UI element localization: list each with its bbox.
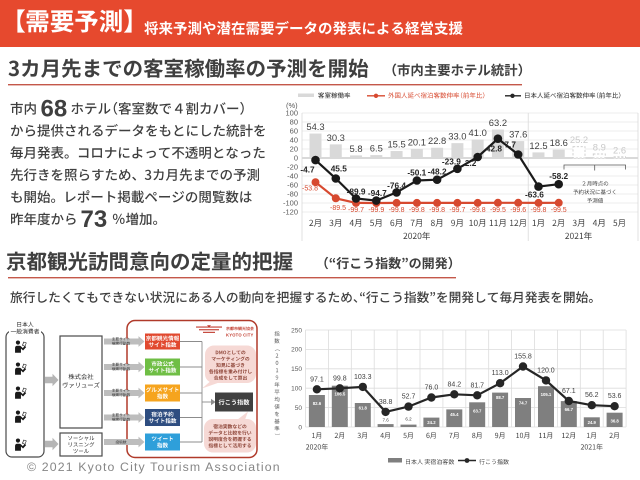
svg-text:45.4: 45.4 [450,412,459,417]
svg-text:-99.8: -99.8 [409,207,425,214]
svg-text:37.6: 37.6 [509,129,527,140]
svg-text:97.1: 97.1 [310,376,324,383]
svg-text:60: 60 [290,127,298,136]
svg-text:30.3: 30.3 [327,132,345,143]
svg-text:45.5: 45.5 [331,163,348,173]
svg-text:63.2: 63.2 [489,117,507,128]
svg-text:-4.7: -4.7 [300,165,315,175]
svg-text:-80: -80 [287,190,298,199]
svg-text:-60: -60 [287,181,298,190]
svg-text:-63.6: -63.6 [525,190,544,200]
svg-text:74.7: 74.7 [519,401,528,406]
svg-text:-99.7: -99.7 [348,207,364,214]
svg-text:KYOTO CITY: KYOTO CITY [226,333,254,338]
svg-text:20: 20 [290,145,298,154]
svg-text:53.6: 53.6 [608,393,622,400]
svg-text:0: 0 [294,154,298,163]
svg-text:66.7: 66.7 [565,407,574,412]
svg-text:-48.2: -48.2 [428,167,447,177]
svg-text:© 2021 Kyoto City Tourism Asso: © 2021 Kyoto City Tourism Association [27,460,281,474]
svg-text:(%): (%) [286,101,298,110]
svg-text:-100: -100 [283,199,298,208]
svg-text:-20: -20 [287,163,298,172]
svg-text:56.2: 56.2 [585,392,599,399]
svg-text:52.7: 52.7 [402,394,416,401]
svg-text:-23.9: -23.9 [442,156,461,166]
svg-text:54.3: 54.3 [306,121,324,132]
svg-text:0: 0 [298,424,302,431]
svg-text:81.7: 81.7 [470,382,484,389]
svg-text:-89.5: -89.5 [330,205,346,212]
svg-text:-94.7: -94.7 [368,188,387,198]
svg-text:41.0: 41.0 [469,127,487,138]
svg-text:6.5: 6.5 [370,143,383,154]
svg-text:38.8: 38.8 [379,399,393,406]
svg-text:105.1: 105.1 [541,392,552,397]
svg-text:100: 100 [291,386,302,393]
svg-text:76.0: 76.0 [425,385,439,392]
svg-text:73: 73 [81,206,108,233]
svg-text:6.2: 6.2 [405,417,412,422]
svg-text:18.6: 18.6 [550,137,568,148]
svg-text:-99.7: -99.7 [449,207,465,214]
svg-text:24.9: 24.9 [588,420,597,425]
svg-text:88.7: 88.7 [496,395,505,400]
svg-text:36.8: 36.8 [610,419,619,424]
svg-text:68: 68 [41,96,68,123]
svg-text:-40: -40 [287,172,298,181]
svg-text:-76.4: -76.4 [387,180,406,190]
svg-text:106.5: 106.5 [334,392,345,397]
svg-text:50: 50 [295,405,303,412]
svg-text:2.6: 2.6 [613,144,626,155]
svg-text:99.8: 99.8 [333,375,347,382]
svg-text:63.7: 63.7 [473,408,482,413]
svg-text:103.3: 103.3 [354,374,372,381]
svg-text:8.9: 8.9 [593,141,606,152]
svg-text:-99.5: -99.5 [490,207,506,214]
svg-text:7.6: 7.6 [383,418,390,423]
svg-text:155.8: 155.8 [514,354,532,361]
svg-text:80: 80 [290,118,298,127]
svg-text:250: 250 [291,327,302,334]
svg-text:-99.9: -99.9 [368,207,384,214]
svg-text:5.8: 5.8 [350,143,363,154]
svg-text:40: 40 [290,136,298,145]
svg-text:7.7: 7.7 [504,140,516,150]
svg-text:-99.8: -99.8 [530,207,546,214]
svg-text:-53.8: -53.8 [302,186,318,193]
svg-text:-99.5: -99.5 [551,207,567,214]
svg-text:120.0: 120.0 [537,367,555,374]
svg-text:24.2: 24.2 [427,420,436,425]
svg-text:150: 150 [291,366,302,373]
svg-text:20.1: 20.1 [408,136,426,147]
svg-text:-120: -120 [283,208,298,217]
svg-text:-99.8: -99.8 [429,207,445,214]
svg-text:-50.1: -50.1 [407,168,426,178]
svg-text:25.2: 25.2 [570,134,588,145]
svg-text:100: 100 [285,109,298,118]
svg-text:67.1: 67.1 [562,388,576,395]
svg-text:12.5: 12.5 [529,140,547,151]
svg-text:-58.2: -58.2 [549,171,568,181]
svg-text:42.8: 42.8 [486,144,503,154]
svg-text:113.0: 113.0 [492,370,509,377]
svg-text:61.8: 61.8 [359,406,368,411]
svg-text:33.0: 33.0 [448,131,466,142]
svg-text:-99.6: -99.6 [510,207,526,214]
svg-text:82.6: 82.6 [313,401,322,406]
svg-text:22.8: 22.8 [428,135,446,146]
svg-text:2.2: 2.2 [465,158,477,168]
svg-text:200: 200 [291,347,302,354]
svg-text:-89.9: -89.9 [347,186,366,196]
svg-text:15.5: 15.5 [387,139,405,150]
svg-text:84.2: 84.2 [448,381,462,388]
svg-text:-99.8: -99.8 [470,207,486,214]
svg-text:-99.8: -99.8 [389,207,405,214]
